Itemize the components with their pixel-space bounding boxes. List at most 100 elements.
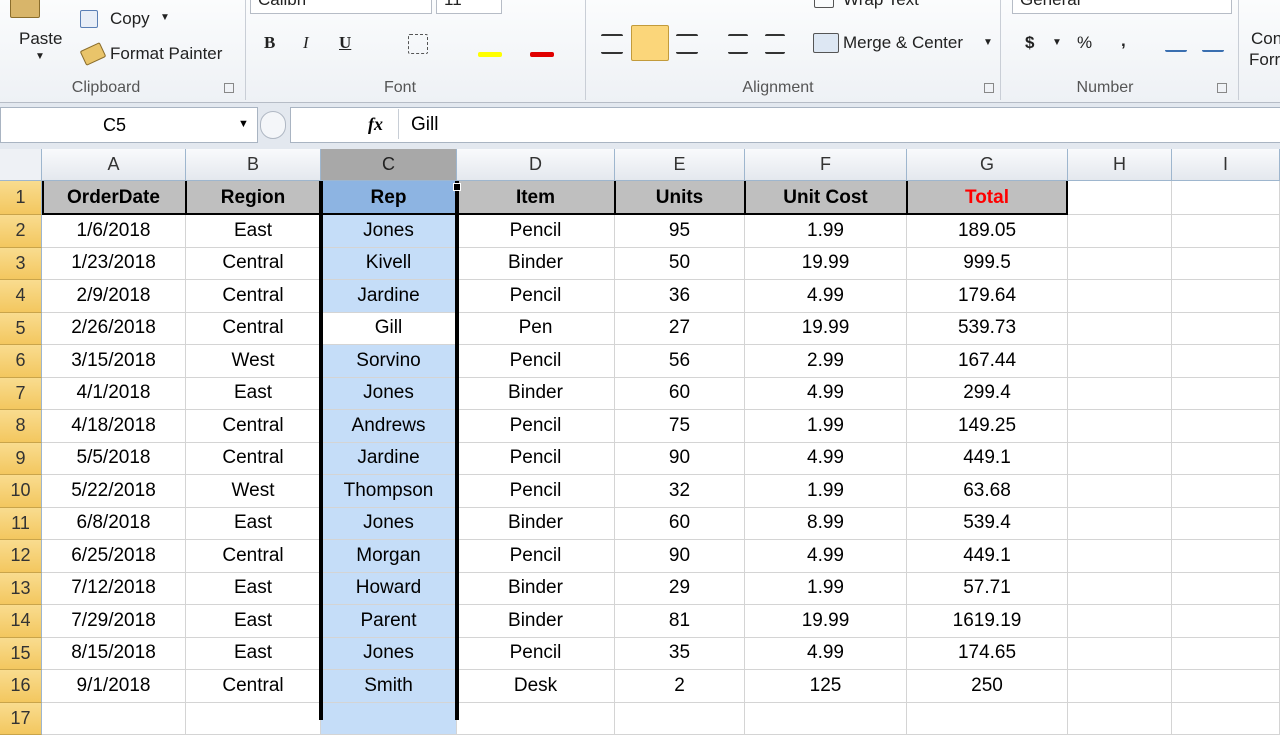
cell[interactable]: 1/6/2018: [42, 215, 186, 248]
cell[interactable]: [615, 703, 745, 735]
cell[interactable]: [1172, 508, 1280, 541]
row-header[interactable]: 4: [0, 280, 42, 313]
cell[interactable]: [1068, 345, 1172, 378]
cell[interactable]: [1172, 443, 1280, 476]
cell[interactable]: 2.99: [745, 345, 907, 378]
cell[interactable]: 2/9/2018: [42, 280, 186, 313]
cell[interactable]: 29: [615, 573, 745, 606]
cell[interactable]: [1172, 248, 1280, 281]
cell[interactable]: [186, 703, 321, 735]
cell[interactable]: West: [186, 345, 321, 378]
comma-button[interactable]: ,: [1121, 32, 1126, 49]
cell[interactable]: 5/5/2018: [42, 443, 186, 476]
column-header[interactable]: E: [615, 149, 745, 181]
cell[interactable]: [1068, 378, 1172, 411]
cell[interactable]: 149.25: [907, 410, 1068, 443]
cell[interactable]: 1.99: [745, 573, 907, 606]
row-header[interactable]: 7: [0, 378, 42, 411]
cell[interactable]: East: [186, 605, 321, 638]
cell[interactable]: 9/1/2018: [42, 670, 186, 703]
cell[interactable]: [1172, 280, 1280, 313]
cell[interactable]: Jones: [321, 378, 457, 411]
column-header[interactable]: C: [321, 149, 457, 181]
select-all[interactable]: [0, 149, 42, 181]
cell[interactable]: [745, 703, 907, 735]
dialog-launcher[interactable]: [984, 83, 994, 93]
cell[interactable]: [1068, 605, 1172, 638]
cell[interactable]: 539.73: [907, 313, 1068, 346]
cell[interactable]: 7/12/2018: [42, 573, 186, 606]
row-header[interactable]: 1: [0, 181, 42, 215]
format-painter-button[interactable]: Format Painter: [110, 45, 222, 62]
cell[interactable]: 90: [615, 443, 745, 476]
cell[interactable]: 4.99: [745, 378, 907, 411]
cell[interactable]: 60: [615, 508, 745, 541]
cell[interactable]: [1172, 475, 1280, 508]
cell[interactable]: [1068, 181, 1172, 215]
cell[interactable]: 449.1: [907, 540, 1068, 573]
cell[interactable]: 19.99: [745, 313, 907, 346]
cell[interactable]: 19.99: [745, 248, 907, 281]
cell[interactable]: [1068, 573, 1172, 606]
cell[interactable]: [42, 703, 186, 735]
cell[interactable]: [457, 703, 615, 735]
cell[interactable]: 60: [615, 378, 745, 411]
cell[interactable]: 174.65: [907, 638, 1068, 671]
column-header[interactable]: B: [186, 149, 321, 181]
cell[interactable]: Jones: [321, 215, 457, 248]
cell[interactable]: Pen: [457, 313, 615, 346]
cell[interactable]: [1172, 573, 1280, 606]
cell[interactable]: Pencil: [457, 475, 615, 508]
cell[interactable]: 189.05: [907, 215, 1068, 248]
cell[interactable]: Howard: [321, 573, 457, 606]
cell[interactable]: [1172, 670, 1280, 703]
cell[interactable]: Binder: [457, 378, 615, 411]
cell[interactable]: Binder: [457, 248, 615, 281]
formula-input-area[interactable]: [290, 107, 1280, 143]
cell[interactable]: 125: [745, 670, 907, 703]
cell[interactable]: 8.99: [745, 508, 907, 541]
cell[interactable]: [1172, 410, 1280, 443]
cell[interactable]: 4/1/2018: [42, 378, 186, 411]
column-header[interactable]: I: [1172, 149, 1280, 181]
font-color-icon[interactable]: [530, 52, 554, 57]
cell[interactable]: Central: [186, 443, 321, 476]
cell[interactable]: [1068, 280, 1172, 313]
cell[interactable]: 57.71: [907, 573, 1068, 606]
cell[interactable]: Sorvino: [321, 345, 457, 378]
row-header[interactable]: 3: [0, 248, 42, 281]
cell[interactable]: 2: [615, 670, 745, 703]
cell[interactable]: East: [186, 573, 321, 606]
row-header[interactable]: 16: [0, 670, 42, 703]
cell[interactable]: Smith: [321, 670, 457, 703]
cell[interactable]: Thompson: [321, 475, 457, 508]
cell[interactable]: 27: [615, 313, 745, 346]
cell[interactable]: [1068, 248, 1172, 281]
row-header[interactable]: 5: [0, 313, 42, 346]
row-header[interactable]: 12: [0, 540, 42, 573]
fill-handle[interactable]: [453, 183, 461, 191]
cell[interactable]: 4/18/2018: [42, 410, 186, 443]
cell[interactable]: [1068, 638, 1172, 671]
cell[interactable]: [1068, 410, 1172, 443]
cell[interactable]: 19.99: [745, 605, 907, 638]
cell[interactable]: Andrews: [321, 410, 457, 443]
row-header[interactable]: 6: [0, 345, 42, 378]
cell[interactable]: 32: [615, 475, 745, 508]
decrease-decimal-icon[interactable]: [1202, 34, 1224, 52]
cell[interactable]: 36: [615, 280, 745, 313]
cell[interactable]: Desk: [457, 670, 615, 703]
cell[interactable]: Central: [186, 248, 321, 281]
cell[interactable]: 63.68: [907, 475, 1068, 508]
conditional-format-button[interactable]: Con: [1251, 30, 1280, 47]
column-header[interactable]: H: [1068, 149, 1172, 181]
cell[interactable]: 167.44: [907, 345, 1068, 378]
column-header[interactable]: D: [457, 149, 615, 181]
cell[interactable]: Gill: [321, 313, 457, 346]
cell[interactable]: 5/22/2018: [42, 475, 186, 508]
cell[interactable]: 1619.19: [907, 605, 1068, 638]
cell[interactable]: 2/26/2018: [42, 313, 186, 346]
cell[interactable]: [1172, 605, 1280, 638]
cell[interactable]: Pencil: [457, 540, 615, 573]
cell[interactable]: [1172, 703, 1280, 735]
